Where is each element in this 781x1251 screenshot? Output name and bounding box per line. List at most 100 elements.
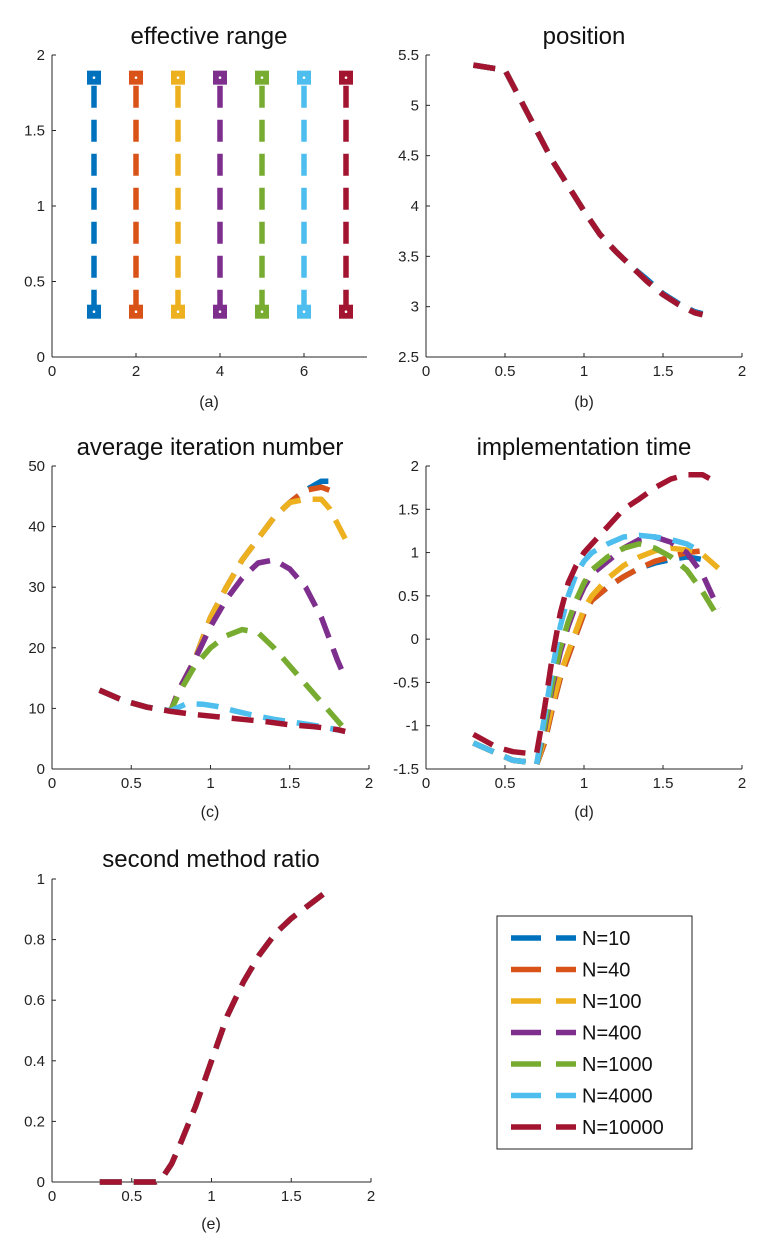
x-tick-label: 1: [580, 363, 588, 380]
y-tick-label: 2: [411, 458, 419, 475]
x-tick-label: 0.5: [121, 775, 142, 792]
series-marker-dot: [92, 76, 96, 79]
y-tick-label: 2.5: [398, 349, 419, 366]
panel-position: 0 0.5 1 1.5 2 2.5 3 3.5 4 4.5 5 5.5: [398, 47, 746, 380]
y-tick-label: 0: [37, 1174, 45, 1191]
panel-implementation-time: 0 0.5 1 1.5 2 -1.5 -1 -0.5 0 0.5 1 1.5 2: [393, 458, 746, 792]
series-line-c-2: [98, 484, 331, 714]
series-marker-dot: [92, 310, 96, 314]
y-tick-label: -1.5: [393, 761, 419, 778]
series-marker-dot: [218, 76, 222, 79]
y-tick-label: 0: [411, 631, 419, 648]
series-line-d-3: [472, 545, 721, 768]
legend-label: N=10000: [582, 1117, 664, 1139]
series-line-c-4: [98, 557, 348, 714]
y-tick-label: 2: [37, 47, 45, 64]
series-line-c-3: [98, 496, 348, 714]
series-marker-dot: [218, 310, 222, 314]
series-marker-dot: [344, 310, 348, 314]
legend-label: N=40: [582, 960, 630, 982]
y-tick-label: 50: [28, 458, 45, 475]
x-tick-label: 0.5: [495, 775, 516, 792]
x-tick-label: 0: [48, 363, 56, 380]
legend: N=10 N=40 N=100 N=400 N=1000 N=4000 N=10000: [496, 915, 693, 1150]
legend-label: N=400: [582, 1023, 642, 1045]
series-line-c-7: [98, 687, 346, 735]
x-tick-label: 2: [365, 775, 373, 792]
y-tick-label: 4: [411, 198, 419, 215]
x-tick-label: 1.5: [653, 363, 674, 380]
series-line-e-2: [99, 885, 333, 1185]
legend-label: N=10: [582, 928, 630, 950]
y-tick-label: 1: [37, 198, 45, 215]
series-line-d-2: [472, 548, 712, 768]
series-line-b-3: [472, 62, 704, 318]
x-tick-label: 0.5: [495, 363, 516, 380]
y-tick-label: 40: [28, 519, 45, 536]
legend-label: N=1000: [582, 1054, 653, 1076]
series-line-e-1: [99, 885, 333, 1185]
y-tick-label: 1: [411, 545, 419, 562]
y-tick-label: 0.4: [24, 1053, 45, 1070]
y-tick-label: -0.5: [393, 674, 419, 691]
x-tick-label: 1: [580, 775, 588, 792]
series-line-d-6: [472, 532, 704, 768]
y-tick-label: 5: [411, 97, 419, 114]
series-line-d-5: [472, 541, 721, 768]
y-tick-label: 30: [28, 579, 45, 596]
y-tick-label: 3.5: [398, 248, 419, 265]
series-marker-dot: [260, 76, 264, 79]
x-tick-label: 2: [738, 775, 746, 792]
title-c: average iteration number: [77, 434, 344, 461]
x-tick-label: 2: [738, 363, 746, 380]
title-e: second method ratio: [102, 846, 319, 873]
legend-label: N=100: [582, 991, 642, 1013]
x-tick-label: 0: [422, 775, 430, 792]
series-line-c-5: [98, 626, 348, 732]
x-tick-label: 1.5: [281, 1188, 302, 1205]
y-tick-label: 0: [37, 761, 45, 778]
y-tick-label: 1: [37, 871, 45, 888]
series-line-b-7: [472, 62, 704, 318]
y-tick-label: 0.8: [24, 932, 45, 949]
series-marker-dot: [134, 310, 138, 314]
y-tick-label: 5.5: [398, 47, 419, 64]
x-tick-label: 1: [207, 1188, 215, 1205]
y-tick-label: 1.5: [398, 501, 419, 518]
sublabel-e: (e): [201, 1216, 221, 1233]
y-tick-label: 10: [28, 700, 45, 717]
series-line-b-4: [472, 62, 704, 318]
sublabel-d: (d): [574, 804, 594, 821]
title-b: position: [543, 23, 626, 50]
x-tick-label: 4: [216, 363, 224, 380]
x-tick-label: 0: [422, 363, 430, 380]
sublabel-b: (b): [574, 394, 594, 411]
series-line-e-4: [99, 885, 333, 1185]
series-marker-dot: [344, 76, 348, 79]
series-line-b-6: [472, 62, 704, 318]
y-tick-label: 20: [28, 640, 45, 657]
sublabel-a: (a): [199, 394, 219, 411]
y-tick-label: 0.2: [24, 1113, 45, 1130]
series-line-d-4: [472, 534, 721, 768]
sublabel-c: (c): [201, 804, 220, 821]
y-tick-label: -1: [406, 718, 419, 735]
series-line-e-3: [99, 885, 333, 1185]
series-line-b-5: [472, 62, 704, 318]
x-tick-label: 0: [48, 1188, 56, 1205]
x-tick-label: 2: [367, 1188, 375, 1205]
y-tick-label: 0.5: [24, 274, 45, 291]
title-d: implementation time: [477, 434, 692, 461]
series-line-b-2: [472, 62, 704, 318]
x-tick-label: 1: [206, 775, 214, 792]
panel-effective-range: 0 2 4 6 0 0.5 1 1.5 2: [24, 47, 367, 380]
y-tick-label: 0.5: [398, 588, 419, 605]
series-marker-dot: [302, 310, 306, 314]
series-line-d-1: [472, 554, 712, 768]
series-line-b-1: [472, 62, 704, 317]
series-line-d-7: [472, 471, 720, 757]
series-marker-dot: [302, 76, 306, 79]
y-tick-label: 3: [411, 299, 419, 316]
x-tick-label: 0.5: [121, 1188, 142, 1205]
